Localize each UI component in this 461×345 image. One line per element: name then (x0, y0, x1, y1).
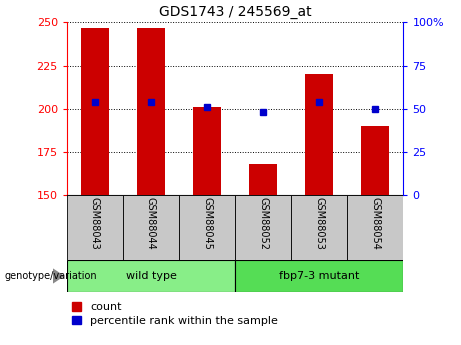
Text: genotype/variation: genotype/variation (5, 271, 97, 281)
Bar (235, 260, 403, 292)
Bar (235, 195, 291, 260)
Text: GSM88052: GSM88052 (258, 197, 268, 250)
Bar (123, 195, 179, 260)
Polygon shape (53, 268, 65, 284)
Bar (347, 195, 403, 260)
Bar (305, 74, 333, 195)
Text: GSM88043: GSM88043 (90, 197, 100, 250)
Bar (67, 260, 235, 292)
Bar (193, 107, 221, 195)
Text: fbp7-3 mutant: fbp7-3 mutant (279, 271, 360, 281)
Bar (249, 164, 277, 195)
Legend: count, percentile rank within the sample: count, percentile rank within the sample (72, 302, 278, 326)
Text: GSM88045: GSM88045 (202, 197, 212, 250)
Text: GSM88044: GSM88044 (146, 197, 156, 250)
Bar (179, 195, 235, 260)
Bar (361, 126, 390, 195)
Bar (81, 28, 109, 195)
Bar (137, 28, 165, 195)
Bar (291, 195, 347, 260)
Text: wild type: wild type (125, 271, 177, 281)
Title: GDS1743 / 245569_at: GDS1743 / 245569_at (159, 4, 312, 19)
Text: GSM88053: GSM88053 (314, 197, 324, 250)
Bar (67, 195, 123, 260)
Text: GSM88054: GSM88054 (370, 197, 380, 250)
